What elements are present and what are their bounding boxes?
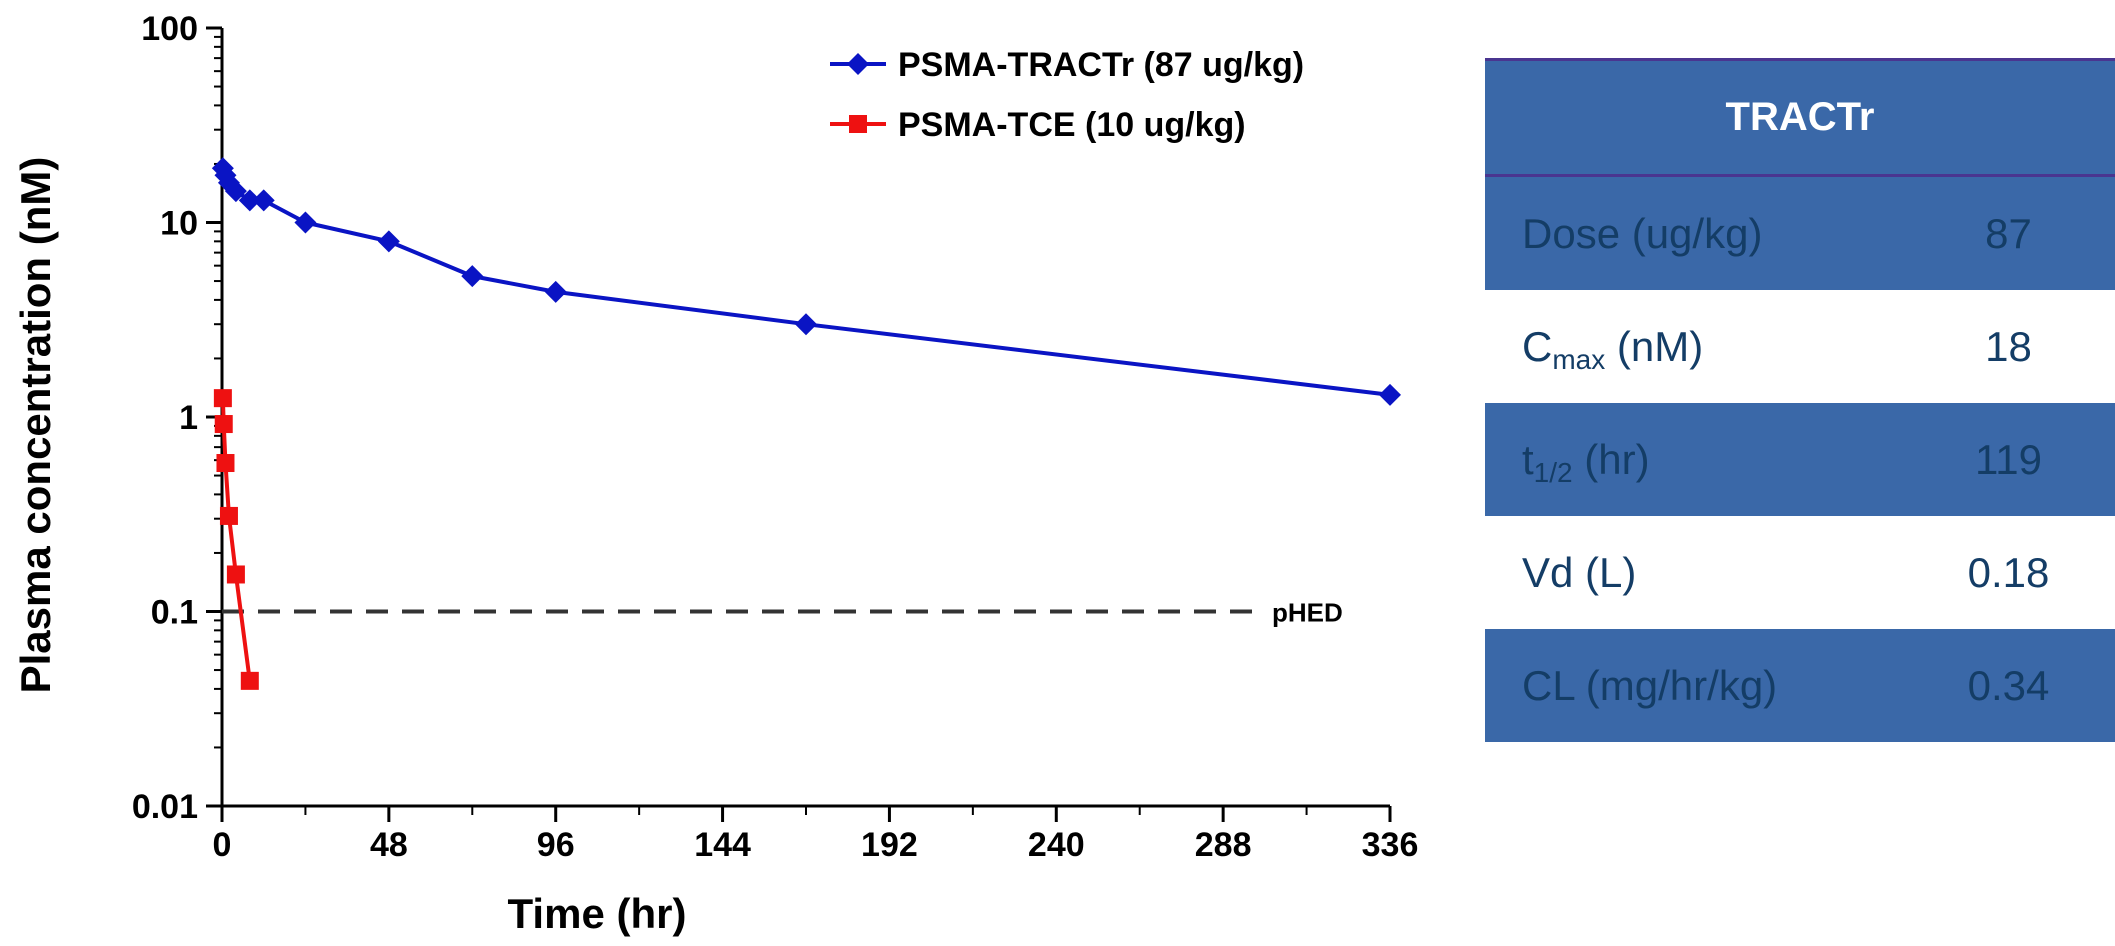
legend: PSMA-TRACTr (87 ug/kg) PSMA-TCE (10 ug/kg… (830, 46, 1304, 144)
psma-tce-line (220, 398, 252, 682)
psma-tractr-point (294, 211, 317, 234)
psma-tce-point (240, 671, 259, 690)
legend-psma-tractr-label: PSMA-TRACTr (87 ug/kg) (898, 46, 1304, 84)
cmax-label-main: C (1522, 322, 1553, 370)
cmax-label: Cmax (nM) (1485, 290, 1902, 403)
table-row-cmax: Cmax (nM) 18 (1485, 290, 2115, 403)
psma-tractr-point (252, 189, 275, 212)
x-tick-label: 336 (1362, 826, 1419, 864)
table-header-row: TRACTr (1485, 58, 2115, 177)
y-axis-title: Plasma concentration (nM) (12, 157, 59, 694)
pk-parameter-table: TRACTr Dose (ug/kg) 87 Cmax (nM) 18 t1/2… (1485, 58, 2115, 742)
psma-tractr-point (238, 189, 261, 212)
phed-label: pHED (1272, 598, 1343, 628)
half-life-label-unit: (hr) (1572, 435, 1650, 483)
y-tick-label: 1 (179, 399, 198, 437)
psma-tractr-point (544, 280, 567, 303)
x-tick-label: 240 (1028, 826, 1085, 864)
table-row-vd: Vd (L) 0.18 (1485, 516, 2115, 629)
cmax-label-unit: (nM) (1605, 322, 1704, 370)
pk-line-chart: 0.01 0.1 1 10 100 0 48 96 144 192 240 288 336 pHED P… (12, 10, 1419, 937)
x-tick-label: 288 (1195, 826, 1252, 864)
x-tick-label: 144 (694, 826, 751, 864)
half-life-label-sub: 1/2 (1533, 456, 1573, 488)
psma-tractr-point (461, 265, 484, 288)
psma-tce-point (226, 565, 245, 584)
psma-tractr-point (1379, 383, 1401, 406)
y-tick-label: 10 (160, 205, 198, 243)
y-tick-label: 0.01 (132, 788, 198, 826)
half-life-label: t1/2 (hr) (1485, 403, 1902, 516)
vd-label: Vd (L) (1522, 548, 1637, 596)
x-axis-title: Time (hr) (508, 890, 687, 937)
psma-tce-point (216, 454, 235, 473)
table-header: TRACTr (1485, 58, 2115, 177)
x-tick-label: 192 (861, 826, 918, 864)
table-row-dose: Dose (ug/kg) 87 (1485, 175, 2115, 290)
table-row-half-life: t1/2 (hr) 119 (1485, 403, 2115, 516)
legend-psma-tce-label: PSMA-TCE (10 ug/kg) (898, 106, 1246, 144)
dose-value: 87 (1902, 175, 2115, 290)
reference-line-layer: pHED (222, 598, 1343, 628)
y-tick-label: 100 (141, 10, 198, 48)
clearance-label: CL (mg/hr/kg) (1485, 629, 1902, 742)
series-layer (211, 157, 1401, 690)
cmax-value: 18 (1985, 322, 2032, 370)
psma-tractr-point (377, 230, 400, 253)
psma-tce-point (213, 389, 232, 408)
x-tick-label: 48 (370, 826, 408, 864)
legend-psma-tce-swatch-marker (849, 115, 867, 133)
x-tick-label: 96 (537, 826, 575, 864)
table-row-clearance: CL (mg/hr/kg) 0.34 (1485, 629, 2115, 742)
vd-value: 0.18 (1967, 548, 2050, 596)
psma-tractr-line (220, 167, 1391, 397)
clearance-value: 0.34 (1902, 629, 2115, 742)
cmax-label-sub: max (1552, 343, 1606, 375)
y-tick-label: 0.1 (151, 594, 198, 632)
dose-label: Dose (ug/kg) (1485, 175, 1902, 290)
x-tick-label: 0 (213, 826, 232, 864)
psma-tce-point (214, 415, 233, 434)
psma-tce-point (219, 506, 238, 525)
legend-psma-tractr-swatch-marker (847, 53, 869, 75)
half-life-value: 119 (1902, 403, 2115, 516)
psma-tractr-point (795, 313, 817, 336)
axes-layer: 0.01 0.1 1 10 100 0 48 96 144 192 240 288 336 (132, 10, 1419, 864)
half-life-label-main: t (1522, 435, 1534, 483)
psma-tractr-point (224, 180, 247, 203)
